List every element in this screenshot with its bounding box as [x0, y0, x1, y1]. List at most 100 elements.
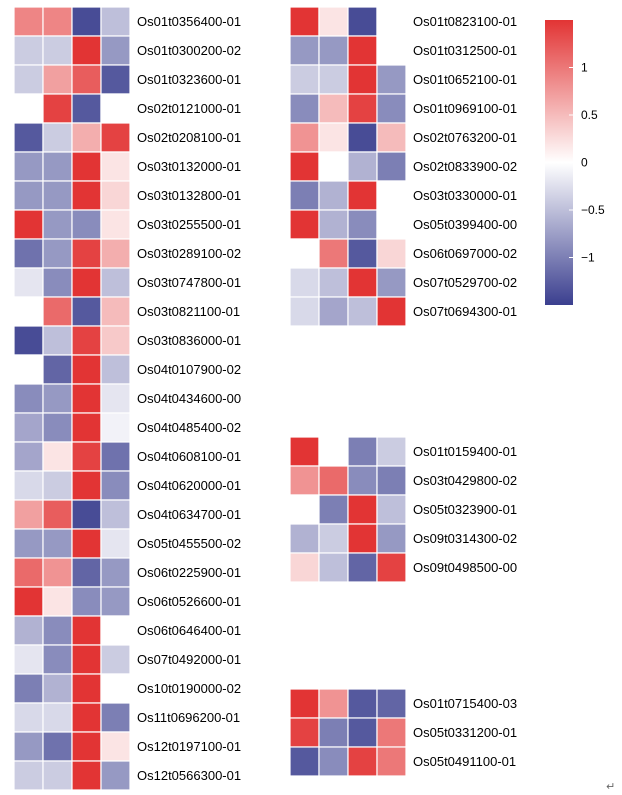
heatmap-cell [71, 383, 102, 414]
heatmap-cell [376, 523, 407, 554]
heatmap-row: Os02t0833900-02 [289, 151, 517, 182]
heatmap-cell [100, 412, 131, 443]
heatmap-cell [71, 499, 102, 530]
heatmap-cell [100, 557, 131, 588]
heatmap-cell [71, 586, 102, 617]
heatmap-cell [71, 412, 102, 443]
row-label: Os01t0356400-01 [137, 14, 241, 29]
heatmap-cell [289, 35, 320, 66]
heatmap-cell [42, 702, 73, 733]
heatmap-row: Os04t0634700-01 [13, 499, 241, 530]
heatmap-cell [289, 238, 320, 269]
heatmap-cell [289, 151, 320, 182]
row-label: Os06t0697000-02 [413, 246, 517, 261]
row-label: Os01t0323600-01 [137, 72, 241, 87]
row-label: Os07t0529700-02 [413, 275, 517, 290]
row-label: Os12t0197100-01 [137, 739, 241, 754]
heatmap-cell [347, 151, 378, 182]
row-label: Os06t0646400-01 [137, 623, 241, 638]
row-label: Os02t0208100-01 [137, 130, 241, 145]
heatmap-cell [13, 35, 44, 66]
row-label: Os06t0526600-01 [137, 594, 241, 609]
heatmap-cell [100, 180, 131, 211]
heatmap-cell [13, 180, 44, 211]
heatmap-cell [71, 6, 102, 37]
heatmap-cell [100, 470, 131, 501]
heatmap-cell [318, 267, 349, 298]
heatmap-cell [13, 209, 44, 240]
row-label: Os12t0566300-01 [137, 768, 241, 783]
heatmap-row: Os03t0836000-01 [13, 325, 241, 356]
row-label: Os02t0121000-01 [137, 101, 241, 116]
heatmap-row: Os02t0121000-01 [13, 93, 241, 124]
heatmap-cell [347, 267, 378, 298]
heatmap-cell [42, 586, 73, 617]
heatmap-cell [13, 470, 44, 501]
heatmap-cell [376, 267, 407, 298]
heatmap-cell [42, 122, 73, 153]
heatmap-cell [289, 6, 320, 37]
heatmap-cell [42, 383, 73, 414]
heatmap-row: Os05t0455500-02 [13, 528, 241, 559]
heatmap-row: Os09t0314300-02 [289, 523, 517, 554]
heatmap-cell [100, 528, 131, 559]
heatmap-cell [376, 494, 407, 525]
heatmap-row: Os11t0696200-01 [13, 702, 240, 733]
row-label: Os07t0492000-01 [137, 652, 241, 667]
color-legend: 1 0.5 0 −0.5 −1 [545, 20, 605, 305]
colorbar-tick-label: −0.5 [581, 203, 605, 217]
heatmap-cell [376, 465, 407, 496]
row-label: Os06t0225900-01 [137, 565, 241, 580]
heatmap-cell [318, 180, 349, 211]
heatmap-cell [42, 354, 73, 385]
heatmap-row: Os04t0608100-01 [13, 441, 241, 472]
heatmap-row: Os02t0763200-01 [289, 122, 517, 153]
heatmap-cell [13, 731, 44, 762]
heatmap-cell [376, 64, 407, 95]
heatmap-cell [13, 586, 44, 617]
heatmap-cell [42, 441, 73, 472]
heatmap-cell [42, 267, 73, 298]
heatmap-cell [100, 760, 131, 791]
heatmap-cell [71, 35, 102, 66]
heatmap-cell [289, 93, 320, 124]
heatmap-cell [13, 354, 44, 385]
heatmap-cell [318, 552, 349, 583]
heatmap-cell [100, 383, 131, 414]
heatmap-cell [42, 673, 73, 704]
heatmap-cell [318, 151, 349, 182]
heatmap-cell [376, 436, 407, 467]
heatmap-cell [100, 93, 131, 124]
heatmap-row: Os03t0747800-01 [13, 267, 241, 298]
heatmap-cell [71, 122, 102, 153]
row-label: Os01t0159400-01 [413, 444, 517, 459]
row-label: Os05t0399400-00 [413, 217, 517, 232]
heatmap-cell [376, 717, 407, 748]
heatmap-cell [42, 731, 73, 762]
heatmap-row: Os10t0190000-02 [13, 673, 241, 704]
heatmap-cell [318, 523, 349, 554]
heatmap-cell [376, 35, 407, 66]
colorbar-tick-label: −1 [581, 251, 595, 265]
heatmap-cell [100, 6, 131, 37]
row-label: Os01t0969100-01 [413, 101, 517, 116]
heatmap-row: Os01t0969100-01 [289, 93, 517, 124]
heatmap-row: Os06t0225900-01 [13, 557, 241, 588]
row-label: Os05t0323900-01 [413, 502, 517, 517]
heatmap-cell [42, 209, 73, 240]
heatmap-cell [318, 688, 349, 719]
heatmap-cell [71, 644, 102, 675]
heatmap-cell [42, 499, 73, 530]
row-label: Os01t0823100-01 [413, 14, 517, 29]
heatmap-cell [71, 64, 102, 95]
heatmap-cell [100, 209, 131, 240]
heatmap-cell [289, 523, 320, 554]
heatmap-cell [376, 122, 407, 153]
heatmap-cell [289, 64, 320, 95]
heatmap-cell [347, 494, 378, 525]
heatmap-row: Os07t0492000-01 [13, 644, 241, 675]
row-label: Os03t0821100-01 [137, 304, 240, 319]
heatmap-row: Os04t0620000-01 [13, 470, 241, 501]
heatmap-cell [71, 615, 102, 646]
heatmap-cell [347, 465, 378, 496]
